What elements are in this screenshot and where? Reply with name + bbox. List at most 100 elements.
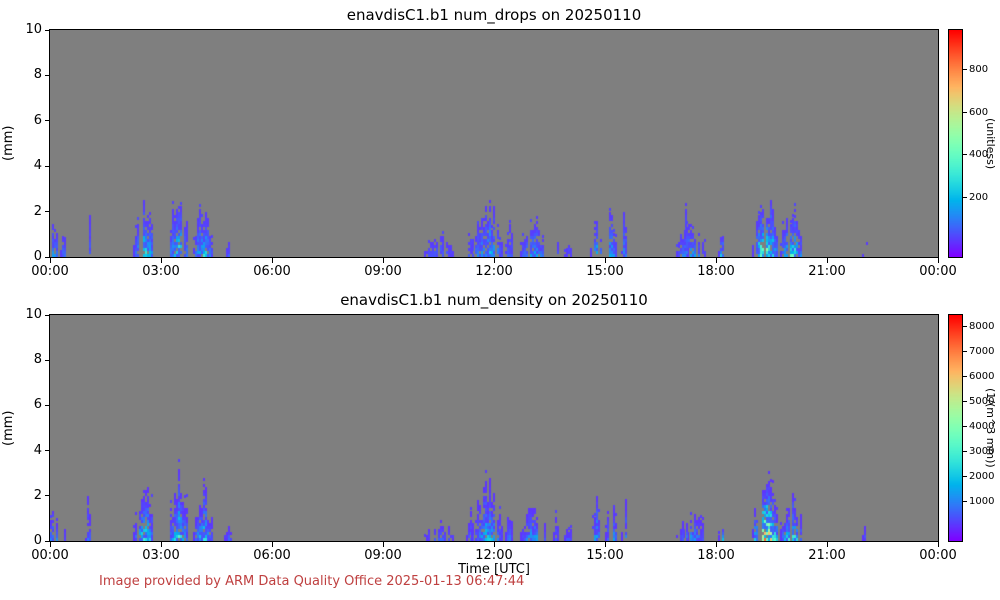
x-tick-label: 06:00: [253, 264, 291, 279]
y-tick-mark: [45, 495, 50, 497]
y-tick-mark: [45, 74, 50, 77]
plot1-y-axis-label: (mm): [1, 125, 16, 162]
colorbar-tick-mark: [963, 350, 967, 352]
x-tick-mark: [160, 542, 162, 547]
y-tick-label: 8: [33, 67, 42, 83]
y-tick-mark: [45, 314, 50, 316]
x-tick-mark: [49, 258, 51, 263]
x-tick-mark: [604, 542, 606, 547]
x-tick-mark: [382, 258, 384, 263]
colorbar-tick-mark: [963, 325, 967, 327]
colorbar-tick-label: 600: [969, 106, 989, 118]
plot1-heatmap: [49, 29, 939, 258]
colorbar-tick-mark: [963, 111, 967, 113]
x-tick-label: 18:00: [697, 264, 735, 279]
x-tick-label: 15:00: [586, 264, 624, 279]
colorbar-tick-label: 400: [969, 149, 989, 161]
x-tick-label: 00:00: [919, 264, 957, 279]
x-tick-label: 12:00: [475, 264, 513, 279]
y-tick-label: 2: [33, 203, 42, 219]
x-tick-label: 15:00: [586, 548, 624, 563]
plot2-colorbar: [948, 314, 963, 542]
plot1-title: enavdisC1.b1 num_drops on 20250110: [346, 6, 642, 24]
plot1-colorbar-canvas: [949, 30, 962, 257]
y-tick-mark: [45, 165, 50, 167]
colorbar-tick-mark: [963, 196, 967, 198]
x-tick-mark: [715, 542, 717, 547]
x-tick-label: 21:00: [808, 548, 846, 563]
y-tick-label: 6: [33, 112, 42, 128]
y-tick-label: 0: [33, 533, 42, 548]
plot2-colorbar-label: (1/(m^3 mm)): [984, 388, 997, 468]
x-tick-mark: [937, 542, 939, 547]
colorbar-tick-label: 8000: [969, 320, 995, 332]
colorbar-tick-label: 800: [969, 63, 989, 75]
plot1-colorbar-label: (unitless): [984, 117, 997, 170]
y-tick-mark: [45, 450, 50, 452]
colorbar-tick-mark: [963, 154, 967, 156]
colorbar-tick-label: 3000: [969, 445, 995, 457]
y-tick-label: 10: [25, 22, 42, 37]
colorbar-tick-label: 7000: [969, 345, 995, 357]
x-tick-label: 09:00: [364, 548, 402, 563]
y-tick-mark: [45, 211, 50, 213]
colorbar-tick-label: 5000: [969, 395, 995, 407]
x-tick-mark: [826, 258, 828, 263]
x-tick-mark: [382, 542, 384, 547]
y-tick-label: 0: [33, 249, 42, 264]
colorbar-tick-mark: [963, 450, 967, 452]
y-tick-mark: [45, 120, 50, 122]
colorbar-tick-label: 6000: [969, 370, 995, 382]
x-tick-mark: [826, 542, 828, 547]
x-tick-label: 03:00: [142, 264, 180, 279]
y-tick-mark: [45, 29, 50, 31]
colorbar-tick-mark: [963, 68, 967, 71]
x-tick-mark: [160, 258, 162, 263]
colorbar-tick-label: 2000: [969, 470, 995, 482]
y-tick-mark: [45, 359, 50, 361]
x-tick-label: 12:00: [475, 548, 513, 563]
y-tick-mark: [45, 540, 50, 542]
x-tick-mark: [271, 542, 273, 547]
colorbar-tick-mark: [963, 425, 967, 427]
colorbar-tick-mark: [963, 400, 967, 402]
plot1-heatmap-canvas: [50, 30, 938, 257]
colorbar-tick-mark: [963, 500, 967, 502]
x-tick-label: 00:00: [919, 548, 957, 563]
x-tick-label: 21:00: [808, 264, 846, 279]
x-tick-mark: [604, 258, 606, 263]
y-tick-mark: [45, 404, 50, 407]
plot2-colorbar-canvas: [949, 315, 962, 541]
y-tick-label: 10: [25, 307, 42, 322]
plot2-title: enavdisC1.b1 num_density on 20250110: [340, 291, 648, 309]
plot2-heatmap-canvas: [50, 315, 938, 541]
x-tick-label: 06:00: [253, 548, 291, 563]
x-tick-label: 00:00: [31, 264, 69, 279]
x-tick-label: 00:00: [31, 548, 69, 563]
x-tick-mark: [271, 258, 273, 263]
x-tick-label: 18:00: [697, 548, 735, 563]
y-tick-label: 4: [33, 442, 42, 458]
y-tick-label: 4: [33, 158, 42, 174]
x-axis-label: Time [UTC]: [458, 562, 530, 577]
footer-note: Image provided by ARM Data Quality Offic…: [99, 574, 525, 589]
y-tick-mark: [45, 256, 50, 258]
plot1-colorbar: [948, 29, 963, 258]
x-tick-mark: [49, 542, 51, 547]
y-tick-label: 6: [33, 397, 42, 413]
plot2-y-axis-label: (mm): [1, 410, 16, 446]
x-tick-mark: [937, 258, 939, 263]
colorbar-tick-label: 4000: [969, 420, 995, 432]
plot2-heatmap: [49, 314, 939, 542]
y-tick-label: 8: [33, 352, 42, 368]
y-tick-label: 2: [33, 487, 42, 503]
colorbar-tick-label: 1000: [969, 495, 995, 507]
x-tick-mark: [715, 258, 717, 263]
colorbar-tick-mark: [963, 475, 967, 477]
x-tick-label: 09:00: [364, 264, 402, 279]
colorbar-tick-mark: [963, 375, 967, 377]
colorbar-tick-label: 200: [969, 191, 989, 203]
x-tick-mark: [493, 542, 495, 547]
x-tick-mark: [493, 258, 495, 263]
